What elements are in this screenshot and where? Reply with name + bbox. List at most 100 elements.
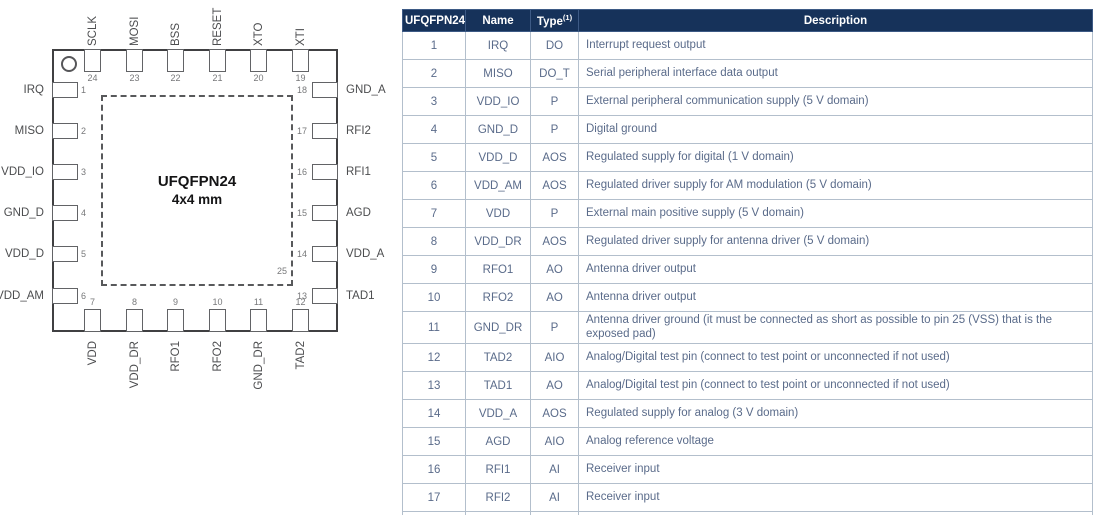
table-row: 12 TAD2 AIO Analog/Digital test pin (connec… [402,343,1093,372]
type-cell: P [530,511,579,515]
name-cell: VDD_DR [465,227,531,256]
pin-cell: 11 [402,311,466,344]
description-cell: Analog ground [578,511,1093,515]
type-cell: AOS [530,399,579,428]
type-cell: AO [530,255,579,284]
description-cell: Regulated supply for digital (1 V domain… [578,143,1093,172]
table-row: 7 VDD P External main positive supply (5 V … [402,199,1093,228]
pin1-marker-icon [61,56,77,72]
pin-pad [312,288,338,304]
description-cell: Digital ground [578,115,1093,144]
pin-label: VDD_A [346,248,385,260]
name-cell: IRQ [465,31,531,60]
name-cell: VDD_D [465,143,531,172]
header-name: Name [465,9,531,32]
pin-number: 2 [81,126,87,136]
pin-number: 8 [131,297,137,307]
description-cell: Analog/Digital test pin (connect to test… [578,343,1093,372]
pin-pad [52,123,78,139]
pin-cell: 4 [402,115,466,144]
name-cell: GND_DR [465,311,531,344]
pin-label: BSS [170,22,182,46]
name-cell: GND_D [465,115,531,144]
pin-number: 3 [81,167,87,177]
package-diagram: 25 UFQFPN24 4x4 mm 24 SCLK 23 MOSI 22 BSS 21 RE… [0,0,400,515]
table-row: 14 VDD_A AOS Regulated supply for analog (3… [402,399,1093,428]
pin-pad [312,246,338,262]
pin-pad [52,246,78,262]
header-type: Type(1) [530,9,579,32]
pin-pad [167,309,184,332]
description-cell: Receiver input [578,455,1093,484]
type-cell: DO [530,31,579,60]
pin-cell: 12 [402,343,466,372]
pin-cell: 3 [402,87,466,116]
description-cell: Antenna driver output [578,255,1093,284]
name-cell: VDD_AM [465,171,531,200]
pin-label: RESET [212,7,224,46]
pin-label: SCLK [87,15,99,46]
table-header-row: UFQFPN24 Name Type(1) Description [402,9,1093,32]
exposed-pad-number: 25 [276,266,287,276]
pin-number: 1 [81,85,87,95]
type-cell: AO [530,283,579,312]
pin-description-table: UFQFPN24 Name Type(1) Description 1 IRQ DO… [402,9,1093,515]
pin-label: XTO [253,22,265,46]
table-row: 15 AGD AIO Analog reference voltage [402,427,1093,456]
table-row: 8 VDD_DR AOS Regulated driver supply for an… [402,227,1093,256]
pin-pad [52,82,78,98]
pin-cell: 8 [402,227,466,256]
description-cell: External peripheral communication supply… [578,87,1093,116]
name-cell: GND_A [465,511,531,515]
pin-pad [126,49,143,72]
pin-number: 22 [170,73,181,83]
pin-pad [84,49,101,72]
pin-number: 24 [87,73,98,83]
pin-pad [167,49,184,72]
description-cell: Regulated driver supply for antenna driv… [578,227,1093,256]
description-cell: Receiver input [578,483,1093,512]
type-footnote-marker: (1) [562,13,573,23]
pin-pad [52,205,78,221]
pin-pad [209,49,226,72]
pin-pad [84,309,101,332]
pin-cell: 7 [402,199,466,228]
pin-number: 14 [296,249,307,259]
pin-label: VDD_D [5,248,44,260]
description-cell: Regulated driver supply for AM modulatio… [578,171,1093,200]
pin-label: VDD [87,341,99,366]
pin-number: 10 [212,297,223,307]
pin-label: VDD_IO [1,166,44,178]
pin-cell: 9 [402,255,466,284]
table-row: 16 RFI1 AI Receiver input [402,455,1093,484]
pin-pad [126,309,143,332]
type-cell: DO_T [530,59,579,88]
header-pin: UFQFPN24 [402,9,466,32]
pin-pad [52,164,78,180]
pin-cell: 6 [402,171,466,200]
type-cell: P [530,311,579,344]
pin-cell: 1 [402,31,466,60]
pin-pad [250,49,267,72]
pin-number: 5 [81,249,87,259]
pin-number: 19 [295,73,306,83]
pin-number: 11 [253,297,264,307]
pin-cell: 10 [402,283,466,312]
table-row: 13 TAD1 AO Analog/Digital test pin (connect… [402,371,1093,400]
type-cell: P [530,115,579,144]
pin-number: 16 [296,167,307,177]
pin-pad [312,123,338,139]
name-cell: VDD_A [465,399,531,428]
table-row: 4 GND_D P Digital ground [402,115,1093,144]
package-size: 4x4 mm [171,192,223,207]
name-cell: VDD_IO [465,87,531,116]
description-cell: Regulated supply for analog (3 V domain) [578,399,1093,428]
description-cell: Antenna driver output [578,283,1093,312]
pin-number: 21 [212,73,223,83]
pin-number: 15 [296,208,307,218]
pin-label: GND_D [3,207,44,219]
pin-pad [209,309,226,332]
type-cell: AOS [530,227,579,256]
